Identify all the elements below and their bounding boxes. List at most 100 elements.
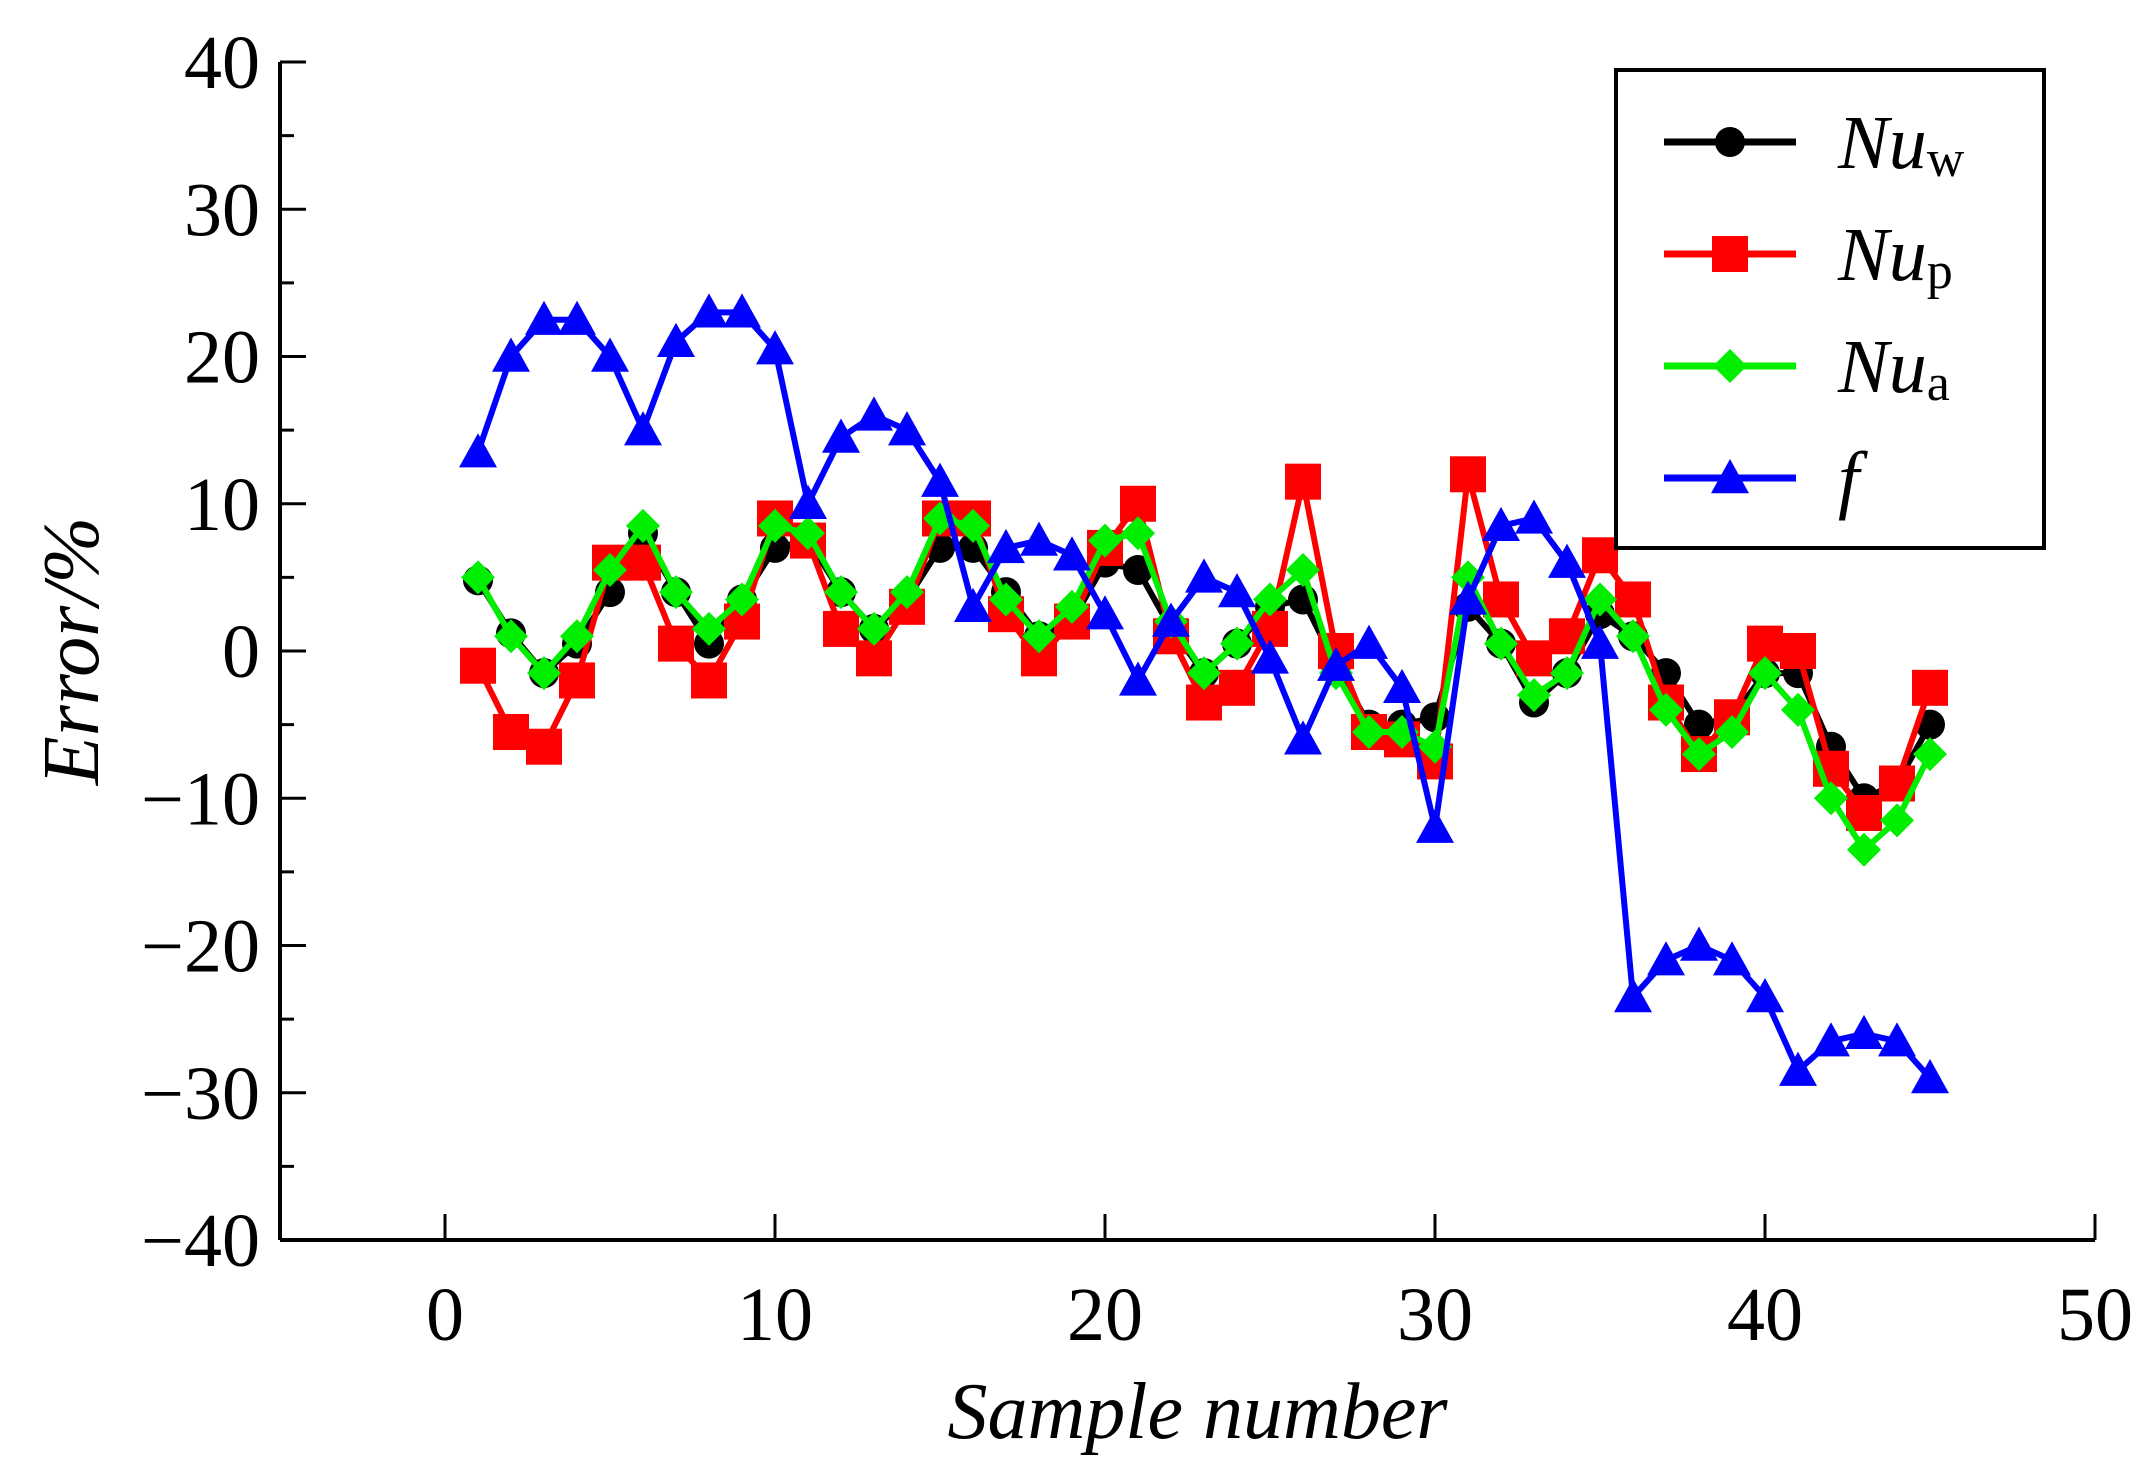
data-point-Nua [989,582,1023,617]
data-point-Nua [1880,803,1914,838]
data-point-Nua [527,656,561,691]
legend-label: Nua [1837,325,1950,412]
data-point-Nua [791,516,825,551]
data-point-Nua [1583,582,1617,617]
data-point-f [1647,941,1685,976]
legend-label-sub: a [1927,355,1950,412]
data-point-Nua [1748,656,1782,691]
data-point-f [1053,536,1091,571]
data-point-Nup [559,662,595,699]
y-tick-label: 0 [222,610,260,694]
data-point-Nua [1484,626,1518,661]
data-point-Nup [1516,640,1552,677]
x-tick-label: 30 [1397,1273,1473,1357]
legend-label-sub: w [1927,131,1965,188]
x-tick-label: 40 [1727,1273,1803,1357]
data-point-f [1680,926,1718,961]
series-Nua [461,501,1947,867]
data-point-f [1515,499,1553,534]
data-point-f [855,396,893,431]
data-point-Nua [1055,589,1089,624]
data-point-f [1383,668,1421,704]
legend-item-Nua: Nua [1664,325,1950,412]
data-point-f [1449,580,1487,615]
y-tick-label: 20 [184,316,260,400]
legend-marker [1711,459,1749,494]
legend-label-main: Nu [1837,213,1927,297]
data-point-Nup [1120,485,1156,522]
x-axis-title: Sample number [948,1368,1449,1456]
data-point-f [1713,941,1751,976]
data-point-f [1845,1014,1883,1050]
data-point-Nua [1352,714,1386,749]
data-point-f [591,337,629,372]
data-point-Nuw [1123,555,1153,586]
y-tick-label: 40 [184,21,260,105]
legend-label-main: Nu [1837,101,1927,185]
data-point-Nup [493,713,529,750]
data-point-Nua [461,560,495,595]
data-point-f [1911,1059,1949,1094]
data-point-Nup [823,610,859,647]
data-point-f [1086,595,1124,630]
legend-item-Nup: Nup [1664,213,1953,300]
data-point-Nua [1781,692,1815,727]
data-point-f [1119,661,1157,696]
data-point-f [888,411,926,446]
y-tick-label: −30 [141,1052,260,1136]
data-point-Nua [1715,714,1749,749]
data-point-f [1020,521,1058,556]
legend-marker [1712,236,1748,272]
data-point-f [756,330,794,365]
data-point-Nup [658,625,694,662]
data-point-Nua [824,575,858,610]
data-point-Nua [1649,692,1683,727]
data-point-Nup [1582,537,1618,574]
data-point-f [723,293,761,328]
data-point-Nua [1814,781,1848,816]
data-point-Nup [1846,794,1882,831]
data-point-Nuw [1684,709,1714,740]
data-point-f [1251,639,1289,674]
x-tick-label: 50 [2057,1273,2133,1357]
series-layer [459,293,1949,1094]
data-point-Nua [1220,626,1254,661]
data-point-f [525,300,563,335]
data-point-Nua [626,508,660,543]
data-point-f [1185,558,1223,593]
legend-marker [1713,349,1747,383]
data-point-Nua [692,611,726,646]
data-point-f [1350,624,1388,659]
data-point-f [624,411,662,446]
data-point-Nup [1747,625,1783,662]
data-point-Nua [494,619,528,654]
data-point-f [1878,1022,1916,1057]
legend-label-sub: p [1927,243,1953,300]
y-axis-title: Error/% [28,517,116,786]
data-point-Nup [460,647,496,684]
data-point-f [1812,1022,1850,1057]
data-point-Nup [1483,581,1519,618]
data-point-Nup [856,640,892,677]
legend-label: Nup [1837,213,1953,300]
y-tick-label: −20 [141,905,260,989]
data-point-Nua [1847,832,1881,867]
data-point-Nup [1912,669,1948,706]
data-point-f [1218,573,1256,608]
data-point-Nua [1121,516,1155,551]
y-tick-label: −40 [141,1199,260,1283]
x-tick-label: 0 [426,1273,464,1357]
data-point-Nua [1913,737,1947,772]
data-point-Nua [560,619,594,654]
data-point-Nua [758,508,792,543]
data-point-f [822,418,860,453]
y-tick-label: 10 [184,463,260,547]
y-tick-label: 30 [184,168,260,252]
data-point-Nup [1615,581,1651,618]
data-point-Nua [1550,656,1584,691]
data-point-Nua [956,508,990,543]
y-tick-label: −10 [141,757,260,841]
data-point-Nup [1219,669,1255,706]
